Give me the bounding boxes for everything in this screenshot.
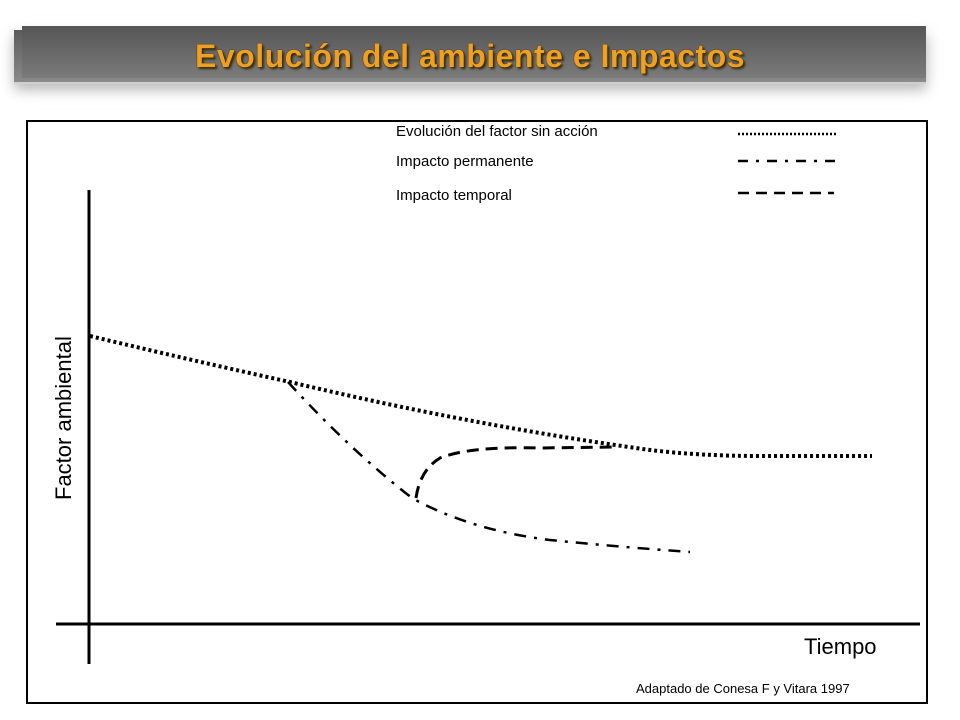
credit-note: Adaptado de Conesa F y Vitara 1997 — [636, 681, 850, 696]
slide-title: Evolución del ambiente e Impactos — [195, 37, 745, 74]
y-axis-label: Factor ambiental — [51, 336, 76, 500]
legend-label-no-action: Evolución del factor sin acción — [396, 123, 598, 140]
curve-temporal-impact — [414, 445, 615, 499]
curve-no-action — [89, 334, 872, 458]
title-bar: Evolución del ambiente e Impactos — [14, 26, 926, 84]
title-bar-inner — [22, 26, 926, 78]
legend-label-permanent: Impacto permanente — [396, 153, 534, 170]
curve-permanent-impact — [287, 381, 691, 554]
legend-label-temporal: Impacto temporal — [396, 187, 512, 204]
x-axis-label: Tiempo — [804, 634, 877, 659]
diagram-frame — [26, 120, 928, 704]
